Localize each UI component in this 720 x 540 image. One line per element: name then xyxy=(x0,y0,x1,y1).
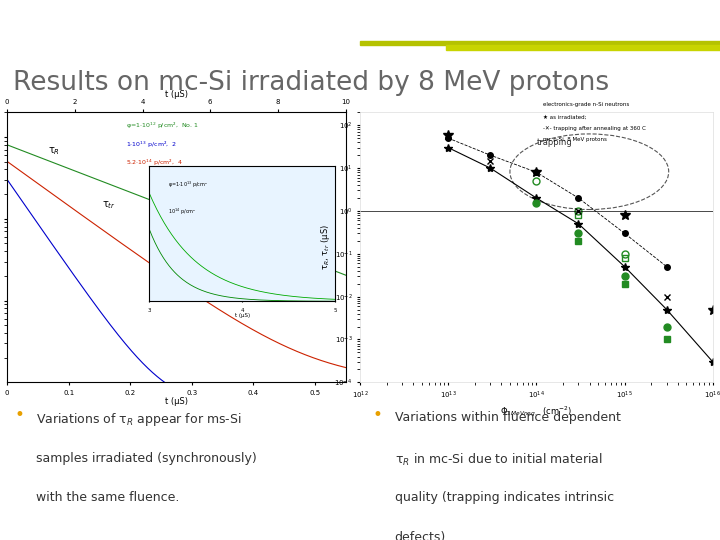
Text: 11: 11 xyxy=(688,11,711,29)
τ$_R$ mc-Si xyxy=(620,273,629,279)
τ$_{tr}$ as irr. xyxy=(662,264,671,270)
τ$_{tr}$ as irr. xyxy=(532,169,541,176)
Text: φ=1·10$^{12}$ p/cm²,  No. 1: φ=1·10$^{12}$ p/cm², No. 1 xyxy=(125,120,199,131)
τ$_R$ mc-Si xyxy=(532,200,541,207)
Text: 5.2·10$^{14}$ p/cm²,  4: 5.2·10$^{14}$ p/cm², 4 xyxy=(125,158,183,168)
Text: •: • xyxy=(373,406,383,424)
τ$_R$ as irr. xyxy=(532,195,541,201)
Text: electronics-grade n-Si neutrons: electronics-grade n-Si neutrons xyxy=(544,102,630,107)
τ$_{tr}$ as irr. xyxy=(486,152,495,158)
Line: τ$_{tr}$ as irr.: τ$_{tr}$ as irr. xyxy=(446,136,670,269)
τ$_R$ as irr. xyxy=(662,306,671,313)
Text: quality (trapping indicates intrinsic: quality (trapping indicates intrinsic xyxy=(395,491,613,504)
Text: τ$_R$: τ$_R$ xyxy=(48,145,60,157)
τ$_R$ as irr. xyxy=(444,144,453,151)
X-axis label: t (μS): t (μS) xyxy=(165,90,188,99)
Text: •: • xyxy=(14,406,24,424)
Text: 1·10$^{13}$ p/cm²,  2: 1·10$^{13}$ p/cm², 2 xyxy=(125,139,177,150)
Text: Variations of τ$_R$ appear for ms-Si: Variations of τ$_R$ appear for ms-Si xyxy=(36,410,242,428)
Line: τ$_R$ mc-Si: τ$_R$ mc-Si xyxy=(533,200,670,330)
τ$_{tr}$ as irr. xyxy=(620,230,629,237)
Y-axis label: τ$_R$, τ$_{tr}$ (μS): τ$_R$, τ$_{tr}$ (μS) xyxy=(319,224,332,271)
Text: τ$_R$ in mc-Si due to initial material: τ$_R$ in mc-Si due to initial material xyxy=(395,451,603,468)
Text: τ$_{tr}$: τ$_{tr}$ xyxy=(102,199,116,211)
Text: -✕- trapping after annealing at 360 C: -✕- trapping after annealing at 360 C xyxy=(544,126,647,131)
Text: samples irradiated (synchronously): samples irradiated (synchronously) xyxy=(36,451,257,465)
τ$_{tr}$ as irr. xyxy=(444,135,453,141)
Text: mc p-Si, 8 MeV protons: mc p-Si, 8 MeV protons xyxy=(544,137,608,141)
τ$_R$ as irr. xyxy=(574,220,582,227)
τ$_{tr}$ as irr. xyxy=(574,195,582,201)
Bar xyxy=(360,40,720,45)
Text: Variations within fluence dependent: Variations within fluence dependent xyxy=(395,410,621,423)
τ$_R$ mc-Si xyxy=(574,230,582,237)
τ$_R$ as irr. xyxy=(620,264,629,270)
Text: trapping: trapping xyxy=(536,138,572,147)
τ$_R$ as irr. xyxy=(708,359,717,365)
Text: with the same fluence.: with the same fluence. xyxy=(36,491,179,504)
Bar xyxy=(446,45,720,50)
Text: defects).: defects). xyxy=(395,531,450,540)
Text: J.Vaitkus|Si and GaN for large fluence irradiation monitoring|AIDA-2020 WP15|201: J.Vaitkus|Si and GaN for large fluence i… xyxy=(9,15,515,25)
Line: τ$_R$ as irr.: τ$_R$ as irr. xyxy=(444,144,717,366)
τ$_R$ mc-Si xyxy=(662,323,671,330)
Text: Results on mc-Si irradiated by 8 MeV protons: Results on mc-Si irradiated by 8 MeV pro… xyxy=(13,70,609,96)
Text: ★ as irradiated;: ★ as irradiated; xyxy=(544,115,587,120)
τ$_R$ as irr. xyxy=(486,165,495,171)
X-axis label: Φ$_{1 MeV n eq.}$  (cm$^{-2}$): Φ$_{1 MeV n eq.}$ (cm$^{-2}$) xyxy=(500,404,572,418)
X-axis label: t (μS): t (μS) xyxy=(165,397,188,406)
